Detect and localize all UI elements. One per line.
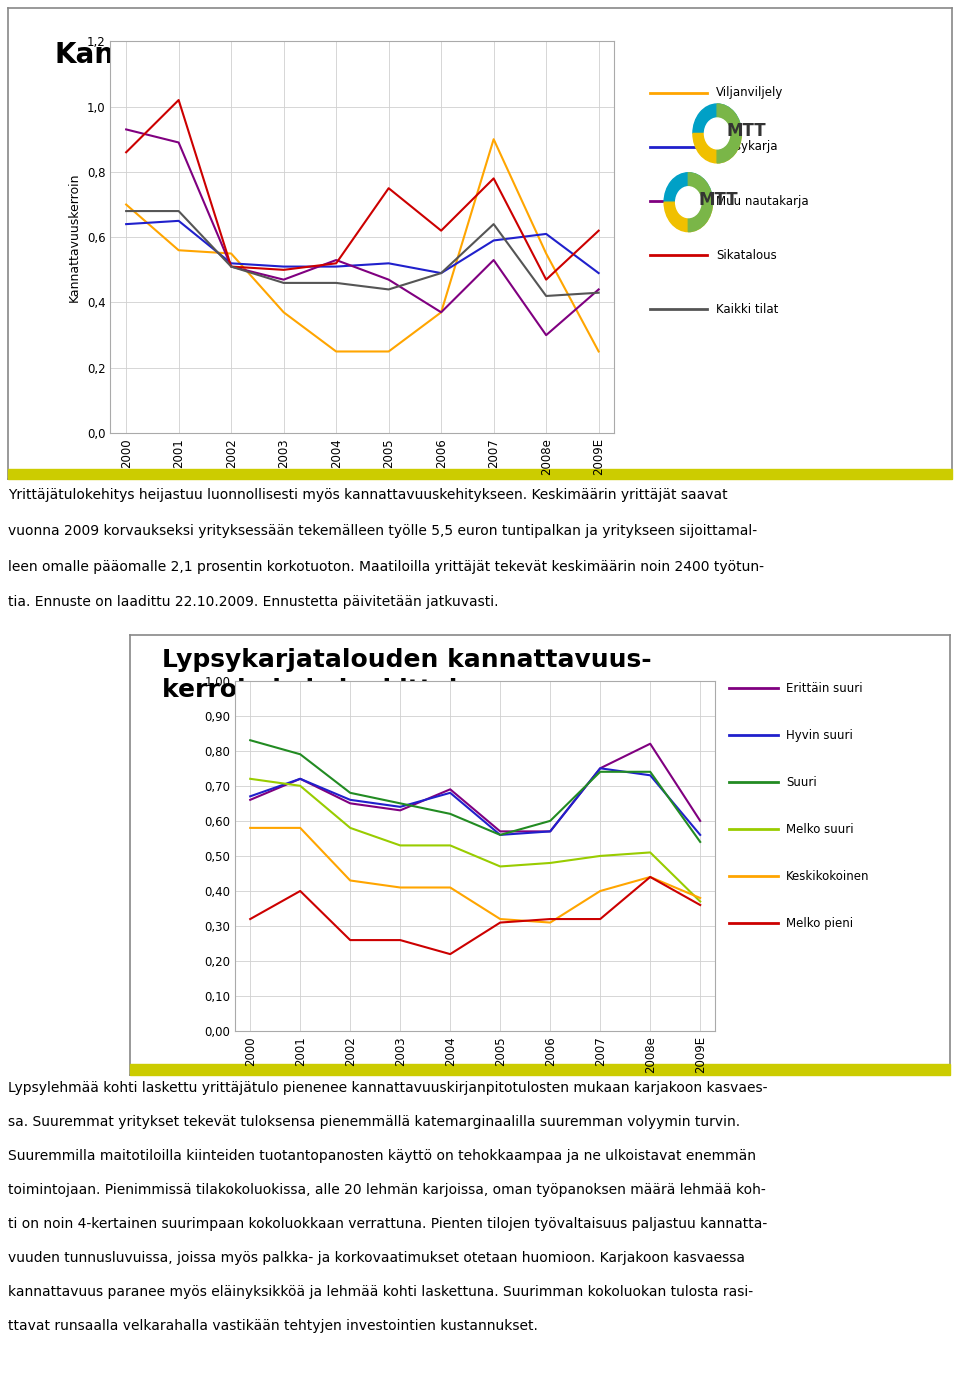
Text: Hyvin suuri: Hyvin suuri — [786, 729, 853, 741]
Text: Keskikokoinen: Keskikokoinen — [786, 870, 870, 883]
Wedge shape — [664, 173, 712, 202]
Text: Kaikki tilat: Kaikki tilat — [716, 302, 779, 316]
Text: Suuri: Suuri — [786, 775, 817, 789]
Circle shape — [676, 187, 701, 217]
Text: toimintojaan. Pienimmissä tilakokoluokissa, alle 20 lehmän karjoissa, oman työpa: toimintojaan. Pienimmissä tilakokoluokis… — [8, 1182, 765, 1198]
Text: Melko suuri: Melko suuri — [786, 822, 853, 836]
Text: Erittäin suuri: Erittäin suuri — [786, 682, 863, 694]
Text: ttavat runsaalla velkarahalla vastikään tehtyjen investointien kustannukset.: ttavat runsaalla velkarahalla vastikään … — [8, 1319, 538, 1334]
Text: Muu nautakarja: Muu nautakarja — [716, 194, 808, 208]
Text: ti on noin 4-kertainen suurimpaan kokoluokkaan verrattuna. Pienten tilojen työva: ti on noin 4-kertainen suurimpaan kokolu… — [8, 1217, 767, 1231]
Text: MTT: MTT — [727, 122, 766, 140]
Text: vuuden tunnusluvuissa, joissa myös palkka- ja korkovaatimukset otetaan huomioon.: vuuden tunnusluvuissa, joissa myös palkk… — [8, 1251, 745, 1265]
Text: Suuremmilla maitotiloilla kiinteiden tuotantopanosten käyttö on tehokkaampaa ja : Suuremmilla maitotiloilla kiinteiden tuo… — [8, 1150, 756, 1163]
Text: leen omalle pääomalle 2,1 prosentin korkotuoton. Maatiloilla yrittäjät tekevät k: leen omalle pääomalle 2,1 prosentin kork… — [8, 560, 764, 573]
Text: Viljanviljely: Viljanviljely — [716, 87, 783, 99]
Text: Lypsykarjatalouden kannattavuus-
kerroin kokoluokittain: Lypsykarjatalouden kannattavuus- kerroin… — [162, 649, 652, 703]
Wedge shape — [688, 173, 712, 231]
Text: Lypsykarja: Lypsykarja — [716, 140, 779, 154]
Wedge shape — [664, 202, 712, 231]
Bar — [8, 469, 952, 478]
Circle shape — [705, 118, 730, 148]
Text: Yrittäjätulokehitys heijastuu luonnollisesti myös kannattavuuskehitykseen. Keski: Yrittäjätulokehitys heijastuu luonnollis… — [8, 488, 728, 502]
Text: Kannattavuuskehitys: Kannattavuuskehitys — [55, 41, 387, 69]
Text: sa. Suuremmat yritykset tekevät tuloksensa pienemmällä katemarginaalilla suuremm: sa. Suuremmat yritykset tekevät tuloksen… — [8, 1115, 740, 1129]
Text: Melko pieni: Melko pieni — [786, 917, 853, 930]
Wedge shape — [693, 133, 741, 162]
Wedge shape — [717, 104, 741, 162]
Text: Sikatalous: Sikatalous — [716, 249, 777, 261]
Text: tia. Ennuste on laadittu 22.10.2009. Ennustetta päivitetään jatkuvasti.: tia. Ennuste on laadittu 22.10.2009. Enn… — [8, 595, 498, 609]
Bar — [130, 1064, 950, 1075]
Text: Lypsylehmää kohti laskettu yrittäjätulo pienenee kannattavuuskirjanpitotulosten : Lypsylehmää kohti laskettu yrittäjätulo … — [8, 1081, 767, 1094]
Text: kannattavuus paranee myös eläinyksikköä ja lehmää kohti laskettuna. Suurimman ko: kannattavuus paranee myös eläinyksikköä … — [8, 1286, 753, 1299]
Y-axis label: Kannattavuuskerroin: Kannattavuuskerroin — [68, 172, 82, 302]
Text: vuonna 2009 korvaukseksi yrityksessään tekemälleen työlle 5,5 euron tuntipalkan : vuonna 2009 korvaukseksi yrityksessään t… — [8, 524, 756, 538]
Text: MTT: MTT — [698, 191, 737, 209]
Wedge shape — [693, 104, 741, 133]
